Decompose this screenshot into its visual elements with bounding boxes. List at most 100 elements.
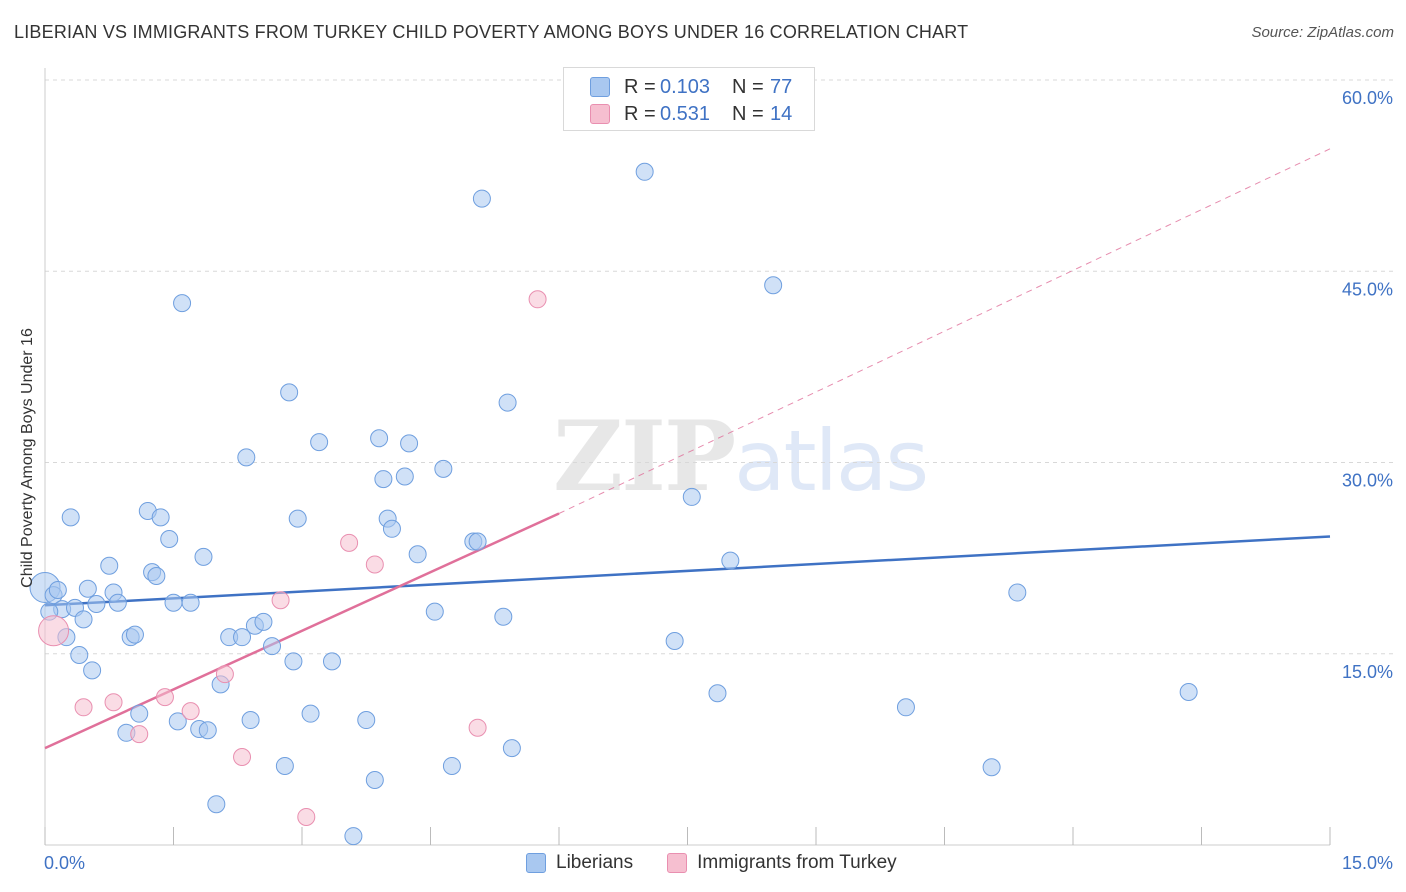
legend-item-turkey: Immigrants from Turkey — [667, 852, 897, 874]
turkey-point — [74, 698, 93, 717]
liberians-point — [370, 429, 389, 448]
liberians-point — [382, 519, 401, 538]
turkey-point — [104, 693, 123, 712]
liberians-point — [442, 756, 461, 775]
liberians-point — [87, 595, 106, 614]
legend-label-turkey: Immigrants from Turkey — [697, 852, 897, 873]
liberians-point — [233, 628, 252, 647]
turkey-point — [468, 718, 487, 737]
liberians-point — [982, 758, 1001, 777]
liberians-point — [48, 581, 67, 599]
liberians-point — [721, 551, 740, 570]
liberians-point — [151, 508, 170, 527]
turkey-trend-extension — [558, 148, 1331, 514]
liberians-point — [301, 704, 320, 723]
liberians-point — [74, 610, 93, 629]
liberians-point — [280, 383, 299, 402]
legend-label-liberians: Liberians — [556, 852, 634, 873]
liberians-point — [263, 637, 282, 656]
liberians-point — [125, 625, 144, 644]
turkey-trend-line — [44, 512, 560, 750]
liberians-point — [207, 795, 226, 814]
liberians-point — [168, 712, 187, 731]
legend-item-liberians: Liberians — [526, 852, 633, 874]
turkey-swatch — [590, 104, 610, 124]
liberians-point — [472, 189, 491, 208]
liberians-point — [100, 556, 119, 575]
liberians-point — [357, 711, 376, 730]
legend-r-label: R = — [624, 75, 656, 98]
liberians-point — [708, 684, 727, 703]
turkey-point — [130, 725, 149, 744]
legend-r-label: R = — [624, 102, 656, 125]
tick-labels: 15.0% 30.0% 45.0% 60.0% 0.0% 15.0% — [44, 88, 1393, 873]
liberians-point — [194, 547, 213, 566]
liberians-point — [241, 711, 260, 730]
liberians-point — [665, 632, 684, 650]
liberians-point — [494, 607, 513, 626]
legend-r-value: 0.531 — [660, 102, 711, 125]
liberians-point — [468, 532, 487, 551]
chart-title: LIBERIAN VS IMMIGRANTS FROM TURKEY CHILD… — [14, 22, 969, 42]
liberians-point — [275, 756, 294, 775]
liberians-point — [173, 294, 192, 313]
liberians-point — [130, 704, 149, 723]
watermark-atlas: atlas — [734, 412, 929, 510]
series-legend: Liberians Immigrants from Turkey — [526, 852, 931, 874]
turkey-point — [340, 533, 359, 552]
data-points — [29, 162, 1198, 846]
liberians-point — [108, 593, 127, 612]
liberians-legend-swatch — [526, 853, 546, 873]
watermark: ZIPatlas — [553, 400, 929, 513]
liberians-point — [61, 508, 80, 527]
liberians-point — [70, 646, 89, 665]
liberians-point — [254, 612, 273, 631]
turkey-legend-swatch — [667, 853, 688, 873]
watermark-zip: ZIP — [553, 400, 736, 513]
liberians-point — [682, 487, 701, 506]
liberians-point — [498, 393, 517, 412]
liberians-point — [408, 545, 427, 564]
liberians-point — [181, 593, 200, 612]
liberians-point — [635, 162, 654, 181]
liberians-point — [284, 652, 303, 671]
liberians-point — [764, 276, 783, 295]
x-tick-label: 0.0% — [44, 853, 85, 873]
turkey-point — [38, 615, 70, 647]
y-tick-label: 45.0% — [1342, 279, 1393, 299]
liberians-point — [288, 509, 307, 528]
liberians-point — [78, 579, 97, 598]
y-tick-label: 60.0% — [1342, 88, 1393, 108]
y-axis-label-wrap: Child Poverty Among Boys Under 16 — [14, 298, 42, 618]
liberians-point — [896, 698, 915, 717]
turkey-point — [528, 290, 547, 309]
legend-row-liberians: R = 0.103 N = 77 — [590, 76, 792, 98]
liberians-point — [1179, 683, 1198, 701]
liberians-point — [502, 739, 521, 758]
liberians-point — [83, 661, 102, 680]
turkey-point — [155, 688, 174, 707]
grid-lines — [45, 79, 1395, 655]
y-tick-label: 15.0% — [1342, 662, 1393, 682]
liberians-point — [365, 770, 384, 789]
liberians-point — [374, 470, 393, 489]
turkey-point — [181, 702, 200, 721]
liberians-trend-line — [44, 535, 1331, 607]
x-tick-label: 15.0% — [1342, 853, 1393, 873]
legend-n-value: 14 — [770, 102, 793, 125]
legend-n-label: N = — [732, 75, 764, 98]
y-axis-label: Child Poverty Among Boys Under 16 — [19, 328, 36, 588]
turkey-point — [271, 591, 290, 610]
liberians-point — [164, 593, 183, 612]
source-credit: Source: ZipAtlas.com — [1251, 24, 1394, 41]
legend-n-label: N = — [732, 102, 764, 125]
liberians-point — [147, 566, 166, 585]
axes — [44, 68, 1331, 846]
trend-lines — [44, 148, 1331, 750]
liberians-point — [160, 530, 179, 548]
legend-row-turkey: R = 0.531 N = 14 — [590, 103, 792, 125]
liberians-swatch — [590, 77, 610, 97]
legend-n-value: 77 — [770, 75, 793, 98]
y-tick-label: 30.0% — [1342, 471, 1393, 491]
